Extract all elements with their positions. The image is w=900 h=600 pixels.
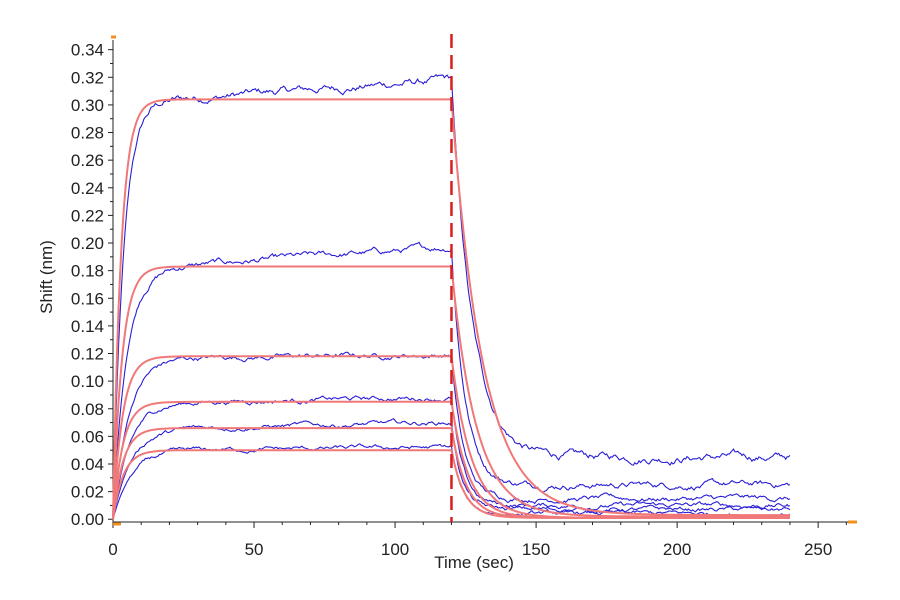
y-tick-label: 0.02 <box>71 483 104 502</box>
y-tick-label: 0.18 <box>71 262 104 281</box>
y-tick-label: 0.26 <box>71 151 104 170</box>
y-tick-label: 0.08 <box>71 400 104 419</box>
y-tick-label: 0.12 <box>71 345 104 364</box>
y-tick-label: 0.14 <box>71 317 104 336</box>
x-tick-label: 150 <box>522 540 550 559</box>
y-tick-label: 0.04 <box>71 455 104 474</box>
y-tick-label: 0.30 <box>71 96 104 115</box>
y-tick-label: 0.34 <box>71 41 104 60</box>
x-tick-label: 200 <box>663 540 691 559</box>
x-tick-label: 50 <box>245 540 264 559</box>
axis-end-markers <box>111 35 857 526</box>
x-ticks: 0 50 100 150 200 250 <box>108 522 847 559</box>
y-ticks: 0.00 0.02 0.04 0.06 0.08 0.10 0.12 0.14 0.16 0.18… <box>71 41 113 529</box>
y-tick-label: 0.00 <box>71 510 104 529</box>
y-tick-label: 0.32 <box>71 68 104 87</box>
y-tick-label: 0.28 <box>71 124 104 143</box>
y-tick-label: 0.22 <box>71 206 104 225</box>
x-tick-label: 250 <box>804 540 832 559</box>
x-axis-title: Time (sec) <box>434 553 514 572</box>
y-tick-label: 0.06 <box>71 427 104 446</box>
y-tick-label: 0.24 <box>71 179 104 198</box>
x-tick-label: 100 <box>381 540 409 559</box>
y-tick-label: 0.20 <box>71 234 104 253</box>
x-tick-label: 0 <box>108 540 117 559</box>
y-tick-label: 0.10 <box>71 372 104 391</box>
y-tick-label: 0.16 <box>71 289 104 308</box>
fit-curve <box>112 449 790 520</box>
x-axis: 0 50 100 150 200 250 <box>108 521 852 559</box>
y-axis-title: Shift (nm) <box>37 240 56 314</box>
y-axis: 0.00 0.02 0.04 0.06 0.08 0.10 0.12 0.14 0.16 0.18… <box>71 40 114 529</box>
